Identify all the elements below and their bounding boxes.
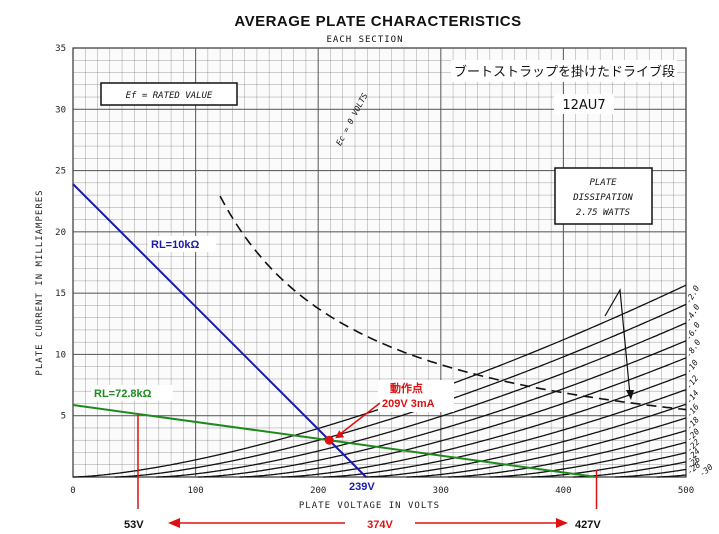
x-tick-label: 100 bbox=[187, 486, 203, 496]
operating-point-value: 209V 3mA bbox=[382, 398, 435, 410]
grid-curve bbox=[323, 389, 687, 478]
ef-note-box bbox=[100, 82, 238, 106]
x-axis-label: PLATE VOLTAGE IN VOLTS bbox=[299, 501, 440, 511]
annotations: 動作点 209V 3mA 53V 427V 374V 239V bbox=[124, 380, 601, 531]
span-arrow-left bbox=[168, 518, 180, 528]
x-tick-label: 400 bbox=[555, 486, 571, 496]
dissipation-arrowhead bbox=[626, 390, 634, 400]
op-arrowhead bbox=[335, 430, 345, 439]
chart-labels: 0 100 200 300 400 500 5 10 15 20 25 30 35 PLATE VOLTA… bbox=[35, 13, 715, 511]
x-tick-label: 0 bbox=[70, 486, 75, 496]
grid-curve bbox=[406, 417, 687, 478]
tube-bg bbox=[554, 94, 614, 114]
marker-239v-label: 239V bbox=[349, 481, 375, 493]
grid-curve-label: -4.0 bbox=[684, 303, 702, 324]
marker-427v-label: 427V bbox=[575, 519, 601, 531]
grid-curve bbox=[614, 468, 687, 478]
load-lines: RL=10kΩ RL=72.8kΩ bbox=[72, 183, 597, 478]
dissipation-box bbox=[554, 167, 653, 225]
x-tick-label: 200 bbox=[310, 486, 326, 496]
note-bg bbox=[451, 60, 677, 82]
x-tick-label: 300 bbox=[433, 486, 449, 496]
grid-curve-label: -12 bbox=[684, 374, 700, 391]
load-line-label-green: RL=72.8kΩ bbox=[94, 388, 152, 400]
y-tick-label: 35 bbox=[55, 44, 66, 54]
chart-title: AVERAGE PLATE CHARACTERISTICS bbox=[234, 13, 521, 30]
grid-curve bbox=[156, 322, 687, 478]
load-line-label-blue: RL=10kΩ bbox=[151, 239, 199, 251]
operating-point-dot bbox=[324, 435, 334, 445]
dissipation-pointer bbox=[604, 288, 631, 396]
dissipation-text: 2.75 WATTS bbox=[576, 208, 631, 218]
marker-374v-label: 374V bbox=[367, 519, 393, 531]
y-tick-label: 10 bbox=[55, 350, 66, 360]
dissipation-text: PLATE bbox=[589, 178, 617, 188]
grid-curve-label: -10 bbox=[684, 358, 700, 375]
marker-239v-bg bbox=[346, 478, 390, 493]
marker-53v-label: 53V bbox=[124, 519, 144, 531]
grid-curve bbox=[239, 357, 687, 478]
grid-curve bbox=[114, 303, 687, 478]
grid-curve bbox=[531, 452, 687, 478]
y-tick-label: 5 bbox=[61, 412, 66, 422]
y-tick-label: 20 bbox=[55, 228, 66, 238]
grid-curve-label: -8.0 bbox=[684, 338, 702, 359]
drive-stage-note: ブートストラップを掛けたドライブ段 bbox=[454, 64, 675, 80]
grid-curve bbox=[656, 474, 687, 478]
load-line bbox=[72, 183, 367, 478]
chart-subtitle: EACH SECTION bbox=[326, 35, 403, 45]
ef-note: Ef = RATED VALUE bbox=[126, 91, 213, 101]
x-tick-label: 500 bbox=[678, 486, 694, 496]
grid-curve bbox=[448, 429, 687, 478]
y-tick-label: 30 bbox=[55, 105, 66, 115]
dissipation-line bbox=[219, 195, 687, 411]
grid-voltage-curves bbox=[73, 284, 687, 478]
grid-curve bbox=[198, 340, 687, 478]
op-arrow-line bbox=[336, 402, 381, 437]
y-tick-label: 25 bbox=[55, 167, 66, 177]
grid-curve bbox=[364, 403, 687, 478]
load-line bbox=[72, 404, 597, 478]
grid-curve-label: -6.0 bbox=[684, 321, 702, 342]
grid-curve-label: -30 bbox=[698, 462, 715, 478]
y-axis-label: PLATE CURRENT IN MILLIAMPERES bbox=[35, 189, 45, 375]
grid-curve bbox=[281, 373, 687, 478]
op-label-bg bbox=[378, 380, 454, 412]
dissipation-text: DISSIPATION bbox=[572, 193, 633, 203]
grid-curve bbox=[489, 441, 687, 478]
tube-type: 12AU7 bbox=[562, 98, 605, 113]
span-arrow-right bbox=[556, 518, 568, 528]
operating-point-label: 動作点 bbox=[390, 381, 423, 395]
rl10k-bg bbox=[148, 236, 216, 252]
rl72k-bg bbox=[91, 385, 173, 401]
dissipation-curve: PLATE DISSIPATION 2.75 WATTS bbox=[219, 167, 687, 411]
y-tick-label: 15 bbox=[55, 289, 66, 299]
